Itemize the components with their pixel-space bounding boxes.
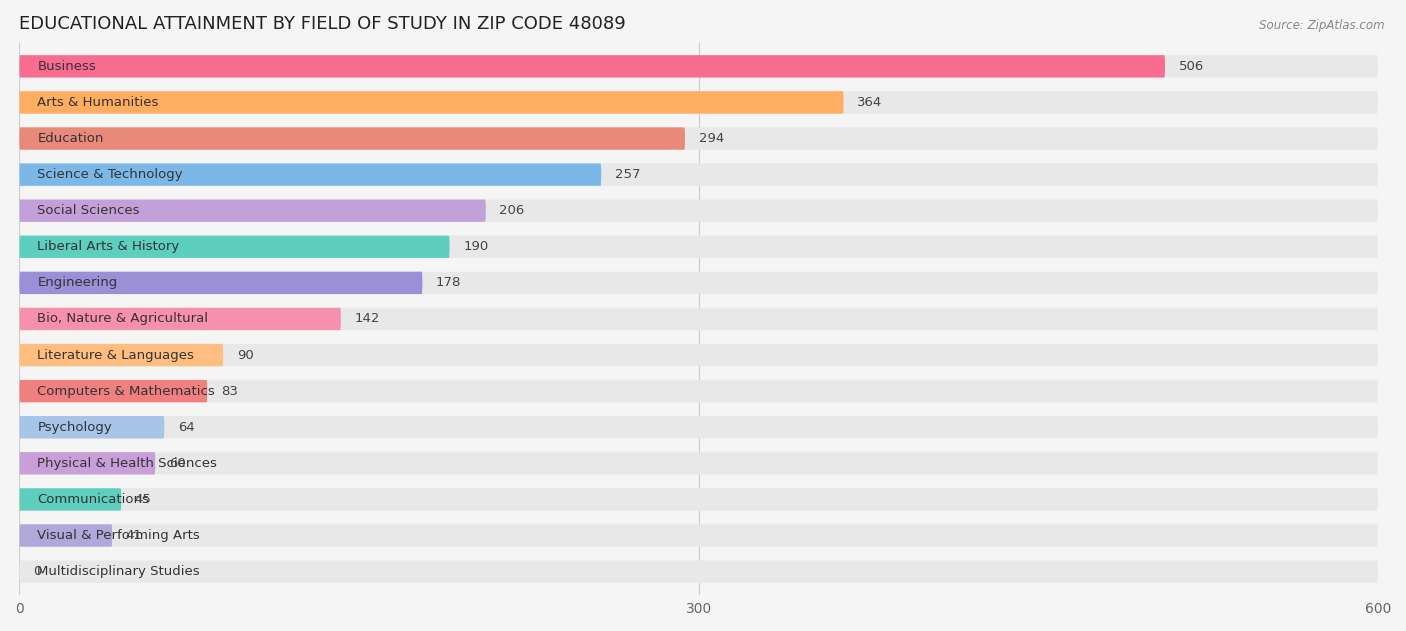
FancyBboxPatch shape: [20, 452, 155, 475]
Text: 60: 60: [169, 457, 186, 470]
Text: Business: Business: [38, 60, 96, 73]
Text: 83: 83: [221, 385, 238, 398]
FancyBboxPatch shape: [20, 416, 1378, 439]
FancyBboxPatch shape: [20, 560, 1378, 583]
Text: Liberal Arts & History: Liberal Arts & History: [38, 240, 180, 253]
FancyBboxPatch shape: [20, 55, 1378, 78]
FancyBboxPatch shape: [20, 344, 224, 366]
Text: Physical & Health Sciences: Physical & Health Sciences: [38, 457, 218, 470]
Text: Arts & Humanities: Arts & Humanities: [38, 96, 159, 109]
Text: 0: 0: [32, 565, 41, 578]
Text: EDUCATIONAL ATTAINMENT BY FIELD OF STUDY IN ZIP CODE 48089: EDUCATIONAL ATTAINMENT BY FIELD OF STUDY…: [20, 15, 626, 33]
FancyBboxPatch shape: [20, 272, 422, 294]
Text: 364: 364: [858, 96, 883, 109]
Text: Literature & Languages: Literature & Languages: [38, 348, 194, 362]
Text: 45: 45: [135, 493, 152, 506]
Text: 90: 90: [236, 348, 253, 362]
FancyBboxPatch shape: [20, 91, 1378, 114]
Text: Social Sciences: Social Sciences: [38, 204, 141, 217]
Text: 190: 190: [463, 240, 488, 253]
Text: Visual & Performing Arts: Visual & Performing Arts: [38, 529, 200, 542]
FancyBboxPatch shape: [20, 91, 844, 114]
Text: 178: 178: [436, 276, 461, 290]
FancyBboxPatch shape: [20, 163, 602, 186]
Text: Source: ZipAtlas.com: Source: ZipAtlas.com: [1260, 19, 1385, 32]
Text: 206: 206: [499, 204, 524, 217]
FancyBboxPatch shape: [20, 344, 1378, 366]
FancyBboxPatch shape: [20, 199, 485, 222]
FancyBboxPatch shape: [20, 380, 207, 403]
FancyBboxPatch shape: [20, 524, 112, 546]
FancyBboxPatch shape: [20, 416, 165, 439]
FancyBboxPatch shape: [20, 235, 450, 258]
FancyBboxPatch shape: [20, 235, 1378, 258]
Text: 142: 142: [354, 312, 380, 326]
Text: Computers & Mathematics: Computers & Mathematics: [38, 385, 215, 398]
Text: Bio, Nature & Agricultural: Bio, Nature & Agricultural: [38, 312, 208, 326]
Text: 41: 41: [125, 529, 142, 542]
FancyBboxPatch shape: [20, 308, 340, 330]
FancyBboxPatch shape: [20, 199, 1378, 222]
Text: 64: 64: [179, 421, 194, 433]
Text: Multidisciplinary Studies: Multidisciplinary Studies: [38, 565, 200, 578]
Text: Science & Technology: Science & Technology: [38, 168, 183, 181]
Text: 257: 257: [614, 168, 640, 181]
FancyBboxPatch shape: [20, 488, 1378, 510]
Text: Communications: Communications: [38, 493, 149, 506]
Text: Education: Education: [38, 132, 104, 145]
FancyBboxPatch shape: [20, 452, 1378, 475]
FancyBboxPatch shape: [20, 524, 1378, 546]
FancyBboxPatch shape: [20, 308, 1378, 330]
FancyBboxPatch shape: [20, 127, 1378, 150]
Text: Engineering: Engineering: [38, 276, 118, 290]
FancyBboxPatch shape: [20, 163, 1378, 186]
Text: 294: 294: [699, 132, 724, 145]
Text: Psychology: Psychology: [38, 421, 112, 433]
Text: 506: 506: [1178, 60, 1204, 73]
FancyBboxPatch shape: [20, 488, 121, 510]
FancyBboxPatch shape: [20, 127, 685, 150]
FancyBboxPatch shape: [20, 272, 1378, 294]
FancyBboxPatch shape: [20, 55, 1166, 78]
FancyBboxPatch shape: [20, 380, 1378, 403]
